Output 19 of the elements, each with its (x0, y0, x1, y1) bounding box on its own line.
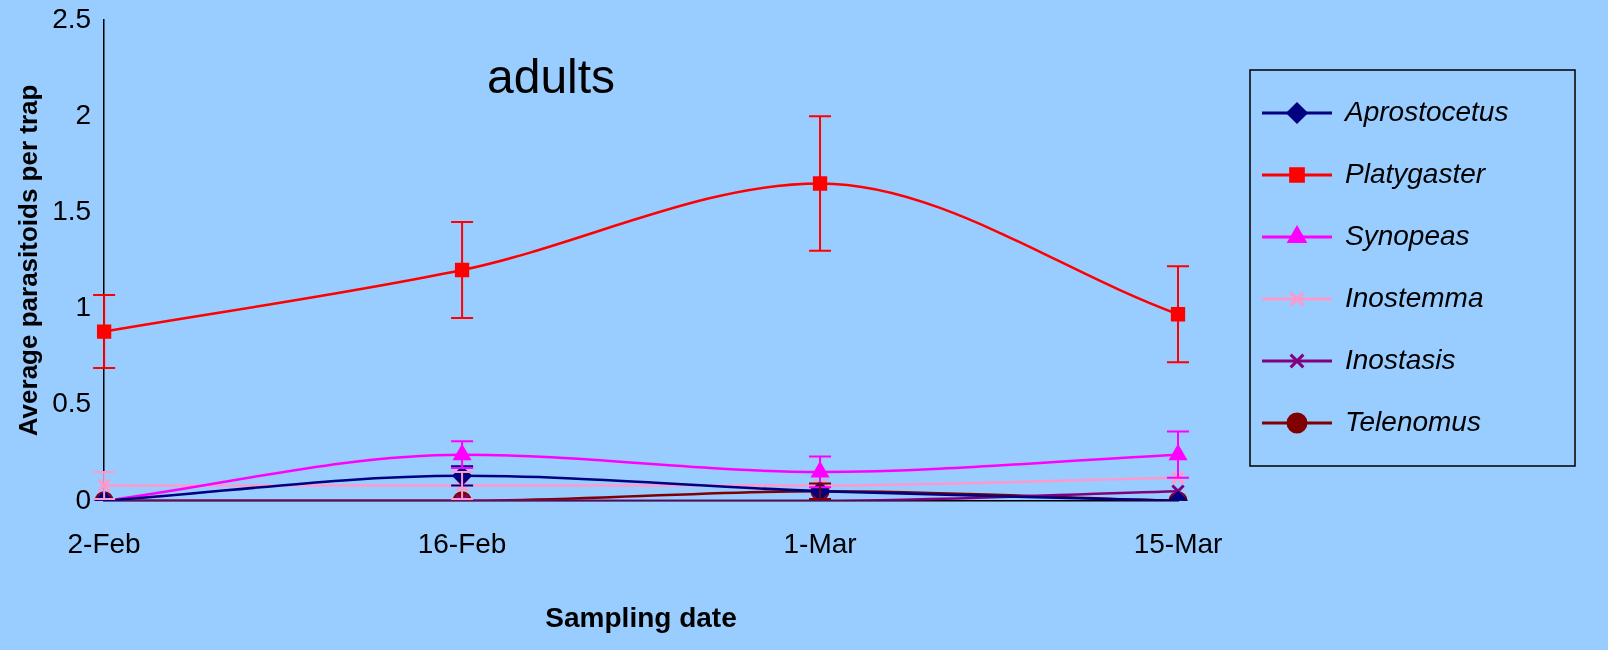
x-tick-label: 15-Mar (1133, 528, 1223, 560)
y-axis-title: Average parasitoids per trap (12, 84, 43, 437)
y-tick-label: 1 (75, 291, 92, 323)
x-tick-label: 16-Feb (417, 528, 507, 560)
x-tick-label: 1-Mar (783, 528, 857, 560)
legend-label: Inostasis (1345, 343, 1456, 375)
y-tick-label: 2.5 (52, 2, 92, 34)
y-tick-label: 0.5 (52, 387, 92, 419)
text: adults (487, 50, 616, 104)
legend-label: Platygaster (1345, 157, 1487, 189)
legend-label: Aprostocetus (1343, 95, 1509, 127)
x-tick-label: 2-Feb (67, 528, 141, 560)
legend-label: Telenomus (1345, 405, 1481, 437)
y-tick-label: 0 (75, 483, 92, 515)
x-axis-title: Sampling date (545, 601, 737, 633)
y-tick-label: 1.5 (52, 195, 92, 227)
legend-label: Inostemma (1345, 281, 1484, 313)
y-tick-label: 2 (75, 98, 92, 130)
legend-label: Synopeas (1345, 219, 1470, 251)
